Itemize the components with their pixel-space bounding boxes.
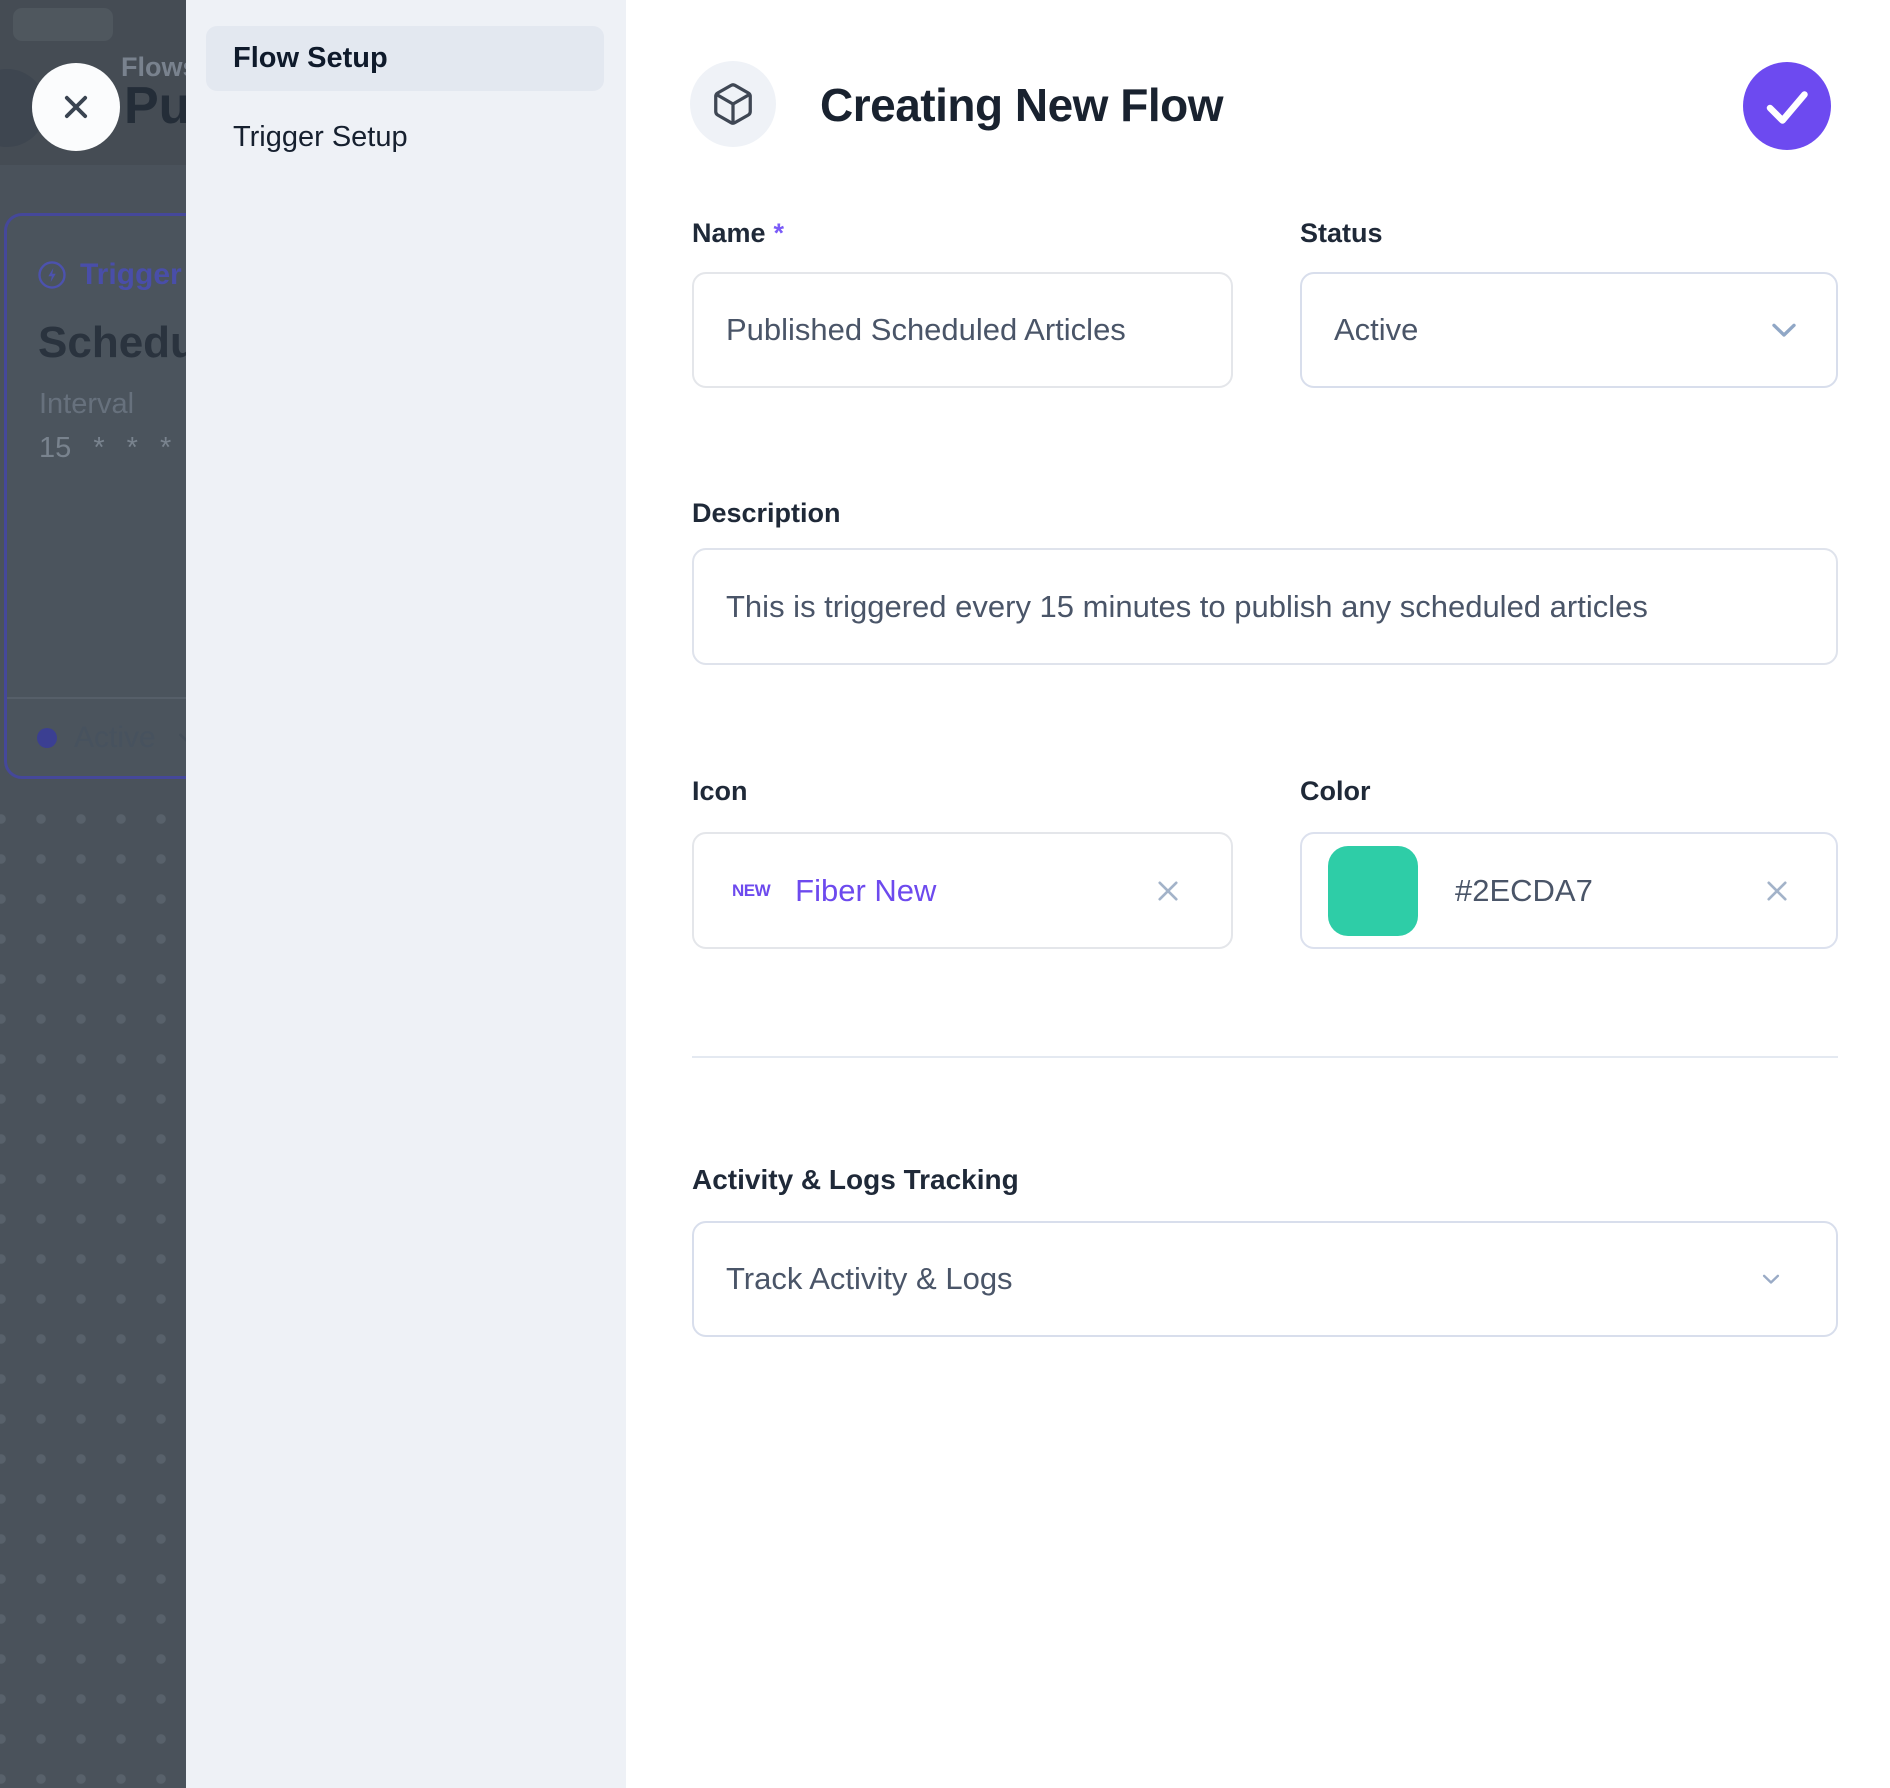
creating-new-flow-panel: Creating New Flow Name* Status Active De… [626,0,1890,1788]
sidebar-item-label: Flow Setup [233,42,388,74]
status-label: Status [1300,218,1383,248]
name-input[interactable] [692,272,1233,388]
interval-label: Interval [39,388,135,420]
color-label: Color [1300,776,1371,806]
icon-label: Icon [692,776,748,806]
trigger-bolt-icon [37,260,67,290]
tracking-select[interactable]: Track Activity & Logs [692,1221,1838,1337]
color-swatch [1328,845,1418,936]
interval-value: 15 * * * [39,432,172,464]
trigger-card-title: Schedul [38,318,186,367]
tracking-label: Activity & Logs Tracking [692,1164,1019,1195]
chevron-down-icon [1756,1264,1786,1294]
save-flow-button[interactable] [1743,62,1831,150]
trigger-badge: Trigger [37,258,182,292]
card-status-text: Active [74,720,156,754]
cube-icon [710,81,756,127]
canvas-dot-grid [0,792,186,1788]
status-value: Active [1334,312,1419,347]
status-dot [37,727,57,748]
description-label: Description [692,498,841,528]
modal-sidebar: Flow Setup Trigger Setup [186,0,626,1788]
icon-value: Fiber New [795,872,937,908]
required-asterisk: * [773,218,785,248]
section-divider [692,1056,1838,1058]
close-modal-button[interactable] [32,63,120,151]
close-icon [56,87,96,127]
breadcrumb: Flows [121,52,186,82]
chevron-down-icon [173,723,186,753]
sidebar-item-trigger-setup[interactable]: Trigger Setup [206,105,604,170]
fiber-new-icon: NEW [732,880,771,900]
chevron-down-icon [1764,310,1804,350]
color-picker-field[interactable]: #2ECDA7 [1300,832,1838,949]
status-select[interactable]: Active [1300,272,1838,388]
clear-icon[interactable] [1758,872,1796,910]
trigger-card-footer: Active [7,697,186,776]
page-title-partial: Pu [124,77,186,135]
color-value: #2ECDA7 [1455,872,1593,908]
panel-title: Creating New Flow [820,79,1223,131]
sidebar-item-flow-setup[interactable]: Flow Setup [206,26,604,91]
name-label: Name * [692,218,785,248]
clear-icon[interactable] [1149,872,1187,910]
tracking-value: Track Activity & Logs [726,1261,1013,1296]
trigger-badge-label: Trigger [80,258,182,291]
dimmed-toolbar-button [13,8,113,41]
trigger-card: Trigger Schedul Interval 15 * * * Active [4,213,186,779]
dimmed-backdrop: Flows Pu Trigger Schedul Interval 15 * *… [0,0,186,1788]
check-icon [1743,62,1831,150]
icon-picker-field[interactable]: NEW Fiber New [692,832,1233,949]
flow-avatar [690,61,776,147]
sidebar-item-label: Trigger Setup [233,121,408,153]
description-input[interactable] [692,548,1838,665]
